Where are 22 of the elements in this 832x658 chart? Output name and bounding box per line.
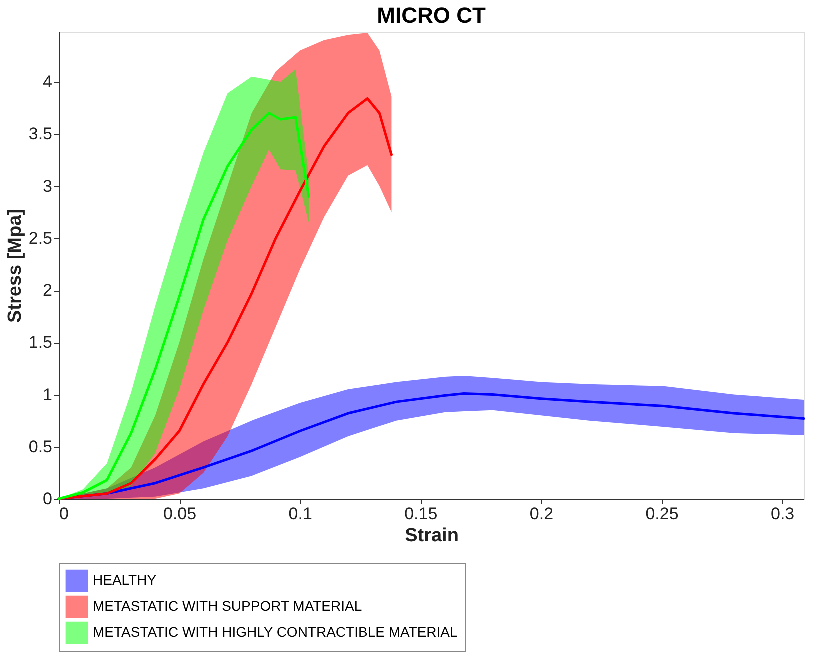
y-tick-label: 3 <box>43 176 52 196</box>
y-tick-label: 2 <box>43 281 52 300</box>
y-axis-title: Stress [Mpa] <box>4 208 26 324</box>
x-tick-label: 0.25 <box>646 504 679 524</box>
x-tick-label: 0.15 <box>404 504 438 524</box>
x-tick-label: 0.05 <box>164 504 197 524</box>
y-tick-label: 1.5 <box>28 333 52 352</box>
y-tick-label: 3.5 <box>28 124 52 144</box>
y-tick-label: 2.5 <box>28 228 52 248</box>
y-tick-label: 1 <box>43 385 52 404</box>
x-tick-label: 0 <box>60 504 69 524</box>
x-tick-label: 0.3 <box>770 504 795 524</box>
x-tick-label: 0.1 <box>288 504 312 524</box>
y-tick-label: 0.5 <box>28 437 52 456</box>
legend-label: METASTATIC WITH SUPPORT MATERIAL <box>93 598 362 614</box>
legend-label: HEALTHY <box>93 572 158 588</box>
legend-label: METASTATIC WITH HIGHLY CONTRACTIBLE MATERIAL <box>93 624 458 640</box>
x-tick-label: 0.2 <box>530 504 554 524</box>
y-tick-label: 0 <box>43 490 52 508</box>
chart-title: MICRO CT <box>377 3 486 28</box>
y-tick-label: 4 <box>43 72 52 92</box>
x-axis-title: Strain <box>405 526 459 546</box>
